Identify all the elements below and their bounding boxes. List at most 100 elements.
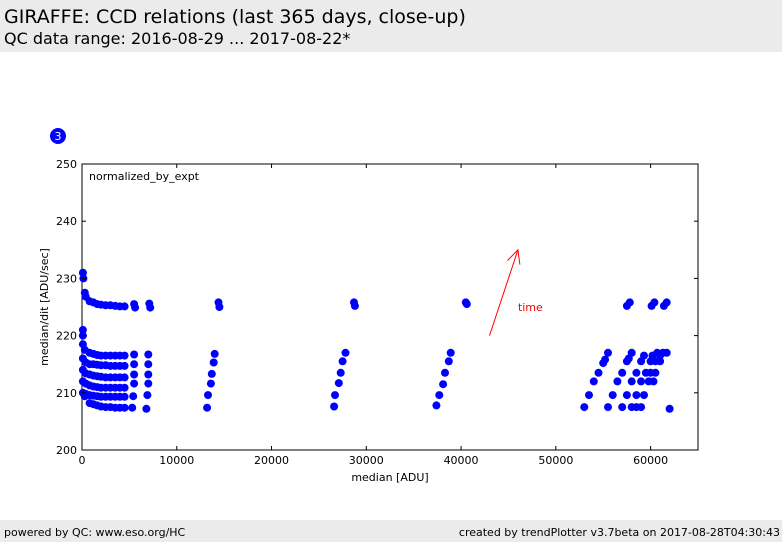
- y-tick-label: 250: [56, 158, 77, 171]
- data-point: [618, 368, 627, 377]
- plot-annotation: normalized_by_expt: [89, 170, 200, 183]
- data-point: [130, 370, 139, 379]
- data-point: [204, 391, 212, 400]
- data-point: [130, 379, 139, 388]
- data-point: [120, 361, 129, 370]
- data-point: [350, 301, 359, 310]
- data-point: [144, 379, 153, 388]
- data-point: [637, 377, 646, 386]
- data-point: [331, 391, 339, 400]
- y-tick-label: 200: [56, 444, 77, 457]
- data-point: [640, 351, 648, 360]
- data-point: [640, 391, 648, 400]
- data-point: [604, 348, 612, 357]
- data-point: [120, 383, 129, 392]
- x-tick-label: 40000: [444, 454, 479, 467]
- data-point: [129, 392, 138, 401]
- y-tick-label: 220: [56, 330, 77, 343]
- data-point: [439, 380, 448, 389]
- x-tick-label: 20000: [254, 454, 289, 467]
- data-point: [338, 357, 347, 366]
- data-point: [637, 403, 646, 412]
- x-tick-label: 10000: [159, 454, 194, 467]
- data-point: [618, 403, 627, 412]
- arrow-label: time: [518, 301, 543, 314]
- plot-number-badge: 3: [50, 128, 66, 144]
- plot-frame: [81, 163, 699, 451]
- data-point: [662, 348, 671, 357]
- data-point: [650, 298, 659, 307]
- data-point: [120, 403, 129, 412]
- data-point: [662, 298, 671, 307]
- data-point: [441, 368, 449, 377]
- badge-label: 3: [55, 130, 62, 143]
- data-point: [585, 391, 593, 400]
- data-point: [144, 360, 153, 369]
- data-point: [622, 391, 631, 400]
- footer-panel: powered by QC: www.eso.org/HC created by…: [0, 520, 782, 542]
- data-point: [604, 403, 612, 412]
- data-point: [632, 391, 641, 400]
- data-point: [601, 355, 610, 364]
- data-point: [627, 377, 636, 386]
- time-arrow: [489, 248, 521, 336]
- y-tick-label: 230: [56, 272, 77, 285]
- data-point: [432, 401, 441, 410]
- x-tick-label: 60000: [633, 454, 668, 467]
- data-point: [665, 404, 674, 413]
- header-panel: GIRAFFE: CCD relations (last 365 days, c…: [0, 0, 782, 52]
- data-point: [130, 350, 139, 359]
- data-point: [589, 377, 598, 386]
- x-axis-label: median [ADU]: [351, 471, 428, 484]
- data-point: [651, 368, 660, 377]
- page-subtitle: QC data range: 2016-08-29 ... 2017-08-22…: [4, 29, 351, 48]
- data-point: [143, 391, 152, 400]
- data-point: [206, 379, 215, 388]
- data-point: [142, 404, 151, 413]
- data-point: [203, 403, 212, 412]
- y-tick-label: 210: [56, 387, 77, 400]
- arrow-head: [507, 248, 521, 265]
- data-points: [78, 268, 674, 413]
- data-point: [608, 391, 617, 400]
- data-point: [120, 351, 129, 360]
- data-point: [215, 303, 224, 311]
- data-point: [334, 379, 343, 388]
- data-point: [435, 391, 444, 400]
- arrow-shaft: [489, 249, 519, 336]
- data-point: [330, 402, 339, 411]
- data-point: [594, 368, 603, 377]
- data-point: [632, 368, 641, 377]
- data-point: [336, 368, 345, 377]
- badge-circle: [50, 128, 66, 144]
- data-point: [146, 303, 155, 312]
- data-point: [627, 348, 636, 357]
- data-point: [656, 357, 665, 366]
- data-point: [130, 360, 139, 369]
- data-point: [446, 348, 455, 357]
- y-tick-label: 240: [56, 215, 77, 228]
- footer-credit: powered by QC: www.eso.org/HC: [4, 526, 186, 539]
- data-point: [341, 348, 350, 357]
- data-point: [625, 298, 634, 307]
- data-point: [207, 369, 216, 378]
- footer-created-by: created by trendPlotter v3.7beta on 2017…: [458, 526, 780, 539]
- x-tick-label: 50000: [538, 454, 573, 467]
- data-point: [209, 358, 218, 367]
- x-tick-label: 30000: [349, 454, 384, 467]
- data-point: [144, 350, 153, 359]
- data-point: [144, 370, 153, 379]
- data-point: [210, 349, 219, 358]
- x-tick-label: 0: [79, 454, 86, 467]
- data-point: [128, 403, 137, 412]
- page-title: GIRAFFE: CCD relations (last 365 days, c…: [4, 6, 466, 28]
- data-point: [131, 303, 140, 312]
- data-point: [80, 392, 89, 401]
- data-point: [613, 377, 622, 386]
- data-point: [120, 373, 129, 382]
- data-point: [444, 357, 453, 366]
- data-point: [120, 302, 129, 311]
- data-point: [580, 403, 589, 412]
- data-point: [462, 300, 471, 309]
